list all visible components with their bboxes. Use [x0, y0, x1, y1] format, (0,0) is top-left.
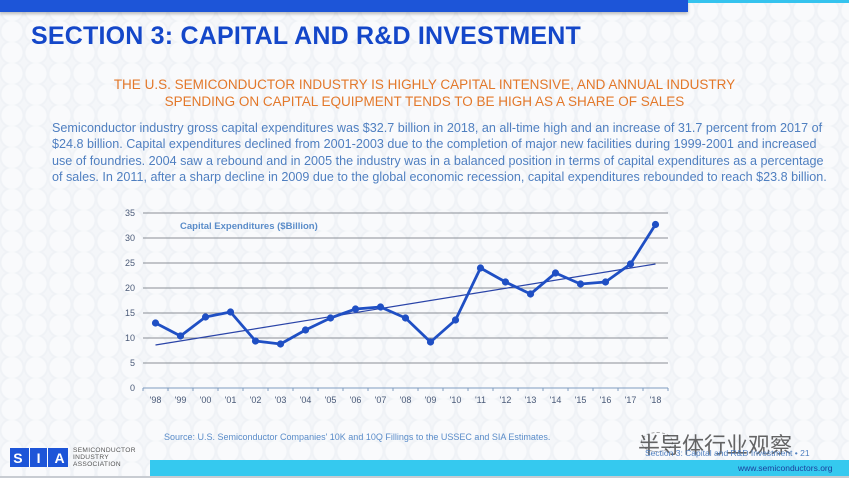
x-tick-label: '12 [500, 395, 512, 405]
logo-divider [29, 448, 31, 468]
x-tick-label: '01 [225, 395, 237, 405]
x-tick-label: '10 [450, 395, 462, 405]
y-tick-label: 25 [125, 258, 135, 268]
logo-text-line: SEMICONDUCTOR [73, 447, 136, 454]
data-point [576, 280, 585, 288]
y-axis-ticks: 0 5 10 15 20 25 30 35 [125, 208, 135, 393]
data-point [376, 303, 385, 311]
wechat-icon [641, 432, 673, 452]
x-axis: '98 '99 '00 '01 '02 '03 '04 '05 '06 '07 '08 '09 '10 '… [142, 387, 669, 405]
data-point [476, 264, 485, 272]
data-point [551, 269, 560, 277]
gridlines [143, 212, 668, 364]
top-banner [0, 0, 688, 12]
x-tick-label: '02 [250, 395, 262, 405]
data-series [151, 220, 660, 348]
subtitle-line-1: THE U.S. SEMICONDUCTOR INDUSTRY IS HIGHL… [113, 77, 736, 92]
trend-line [155, 263, 656, 346]
x-tick-label: '09 [425, 395, 437, 405]
sia-logo-text: SEMICONDUCTOR INDUSTRY ASSOCIATION [73, 447, 136, 469]
chart-title: Capital Expenditures ($Billion) [180, 221, 318, 232]
logo-letter-s: S [13, 449, 23, 466]
x-tick-label: '18 [650, 395, 662, 405]
watermark-text: 半导体行业观察 [638, 434, 793, 459]
data-point [151, 319, 160, 327]
website-link[interactable]: www.semiconductors.org [738, 463, 833, 473]
x-tick-label: '15 [575, 395, 587, 405]
data-point [351, 305, 360, 313]
y-tick-label: 15 [125, 308, 135, 318]
data-point [201, 313, 210, 321]
x-tick-label: '04 [300, 395, 312, 405]
x-tick-label: '00 [200, 395, 212, 405]
data-point [226, 308, 235, 316]
sia-logo-mark: S I A [10, 448, 68, 468]
y-tick-label: 10 [125, 333, 135, 343]
body-paragraph: Semiconductor industry gross capital exp… [52, 121, 827, 184]
x-tick-label: '99 [175, 395, 187, 405]
subtitle-line-2: SPENDING ON CAPITAL EQUIPMENT TENDS TO B… [164, 94, 685, 109]
page-label: Section 3: Capital and R&D Investment • … [645, 448, 810, 458]
data-point [176, 332, 185, 340]
data-point [626, 260, 635, 268]
x-tick-label: '06 [350, 395, 362, 405]
data-point [451, 316, 460, 324]
x-tick-label: '98 [150, 395, 162, 405]
x-tick-label: '16 [600, 395, 612, 405]
data-point [401, 314, 410, 322]
logo-divider [47, 448, 49, 468]
logo-letter-a: A [54, 449, 65, 466]
x-tick-label: '17 [625, 395, 637, 405]
data-point [276, 340, 285, 348]
x-tick-label: '13 [525, 395, 537, 405]
y-tick-label: 30 [125, 233, 135, 243]
x-tick-label: '07 [375, 395, 387, 405]
top-banner-accent [688, 0, 849, 3]
page-title: SECTION 3: CAPITAL AND R&D INVESTMENT [31, 22, 582, 50]
data-point [326, 314, 335, 322]
x-tick-label: '05 [325, 395, 337, 405]
y-tick-label: 20 [125, 283, 135, 293]
footer-band [150, 460, 849, 476]
footer-shadow [0, 476, 849, 478]
source-note: Source: U.S. Semiconductor Companies' 10… [164, 432, 551, 442]
y-tick-label: 5 [130, 358, 135, 368]
y-tick-label: 35 [125, 208, 135, 218]
data-point [651, 220, 660, 229]
data-point [301, 326, 310, 334]
data-point [426, 338, 435, 346]
x-tick-label: '11 [475, 395, 486, 405]
x-tick-label: '14 [550, 395, 562, 405]
data-point [251, 337, 260, 345]
logo-text-line: ASSOCIATION [73, 461, 121, 469]
data-point [501, 278, 510, 286]
x-tick-label: '08 [400, 395, 412, 405]
trend-line-segment [155, 263, 656, 346]
data-point [601, 278, 610, 286]
section-subtitle: THE U.S. SEMICONDUCTOR INDUSTRY IS HIGHL… [0, 76, 849, 110]
logo-text-line: INDUSTRY [73, 454, 109, 462]
logo-letter-i: I [36, 449, 41, 466]
y-tick-label: 0 [130, 383, 135, 393]
sia-logo: S I A SEMICONDUCTOR INDUSTRY ASSOCIATION [10, 447, 136, 469]
x-tick-label: '03 [275, 395, 287, 405]
data-point [526, 290, 535, 298]
